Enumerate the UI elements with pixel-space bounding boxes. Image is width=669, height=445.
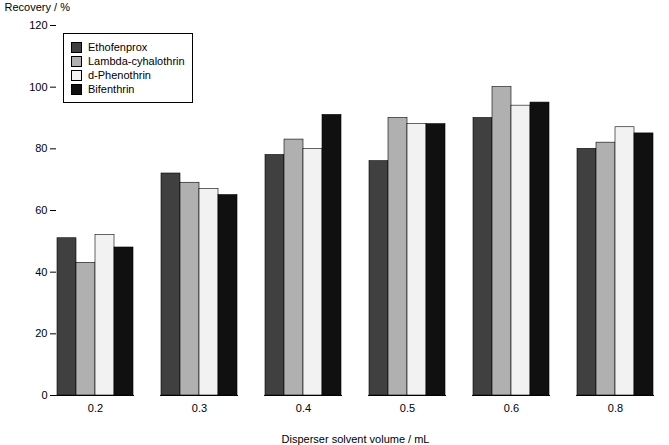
svg-text:0: 0 <box>41 389 47 401</box>
svg-text:0.2: 0.2 <box>88 402 103 414</box>
html-text:Ethofenprox: Ethofenprox <box>88 41 148 53</box>
svg-text:0.3: 0.3 <box>192 402 207 414</box>
svg-text:0.5: 0.5 <box>400 402 415 414</box>
html-text:d-Phenothrin: d-Phenothrin <box>88 69 151 81</box>
svg-text:Recovery / %: Recovery / % <box>5 1 71 13</box>
svg-text:Disperser solvent volume / mL: Disperser solvent volume / mL <box>282 433 430 445</box>
svg-text:0.6: 0.6 <box>504 402 519 414</box>
svg-text:20: 20 <box>35 327 47 339</box>
html-text:Lambda-cyhalothrin: Lambda-cyhalothrin <box>88 55 185 67</box>
svg-text:40: 40 <box>35 266 47 278</box>
svg-text:100: 100 <box>29 81 47 93</box>
svg-text:80: 80 <box>35 142 47 154</box>
svg-text:0.8: 0.8 <box>608 402 623 414</box>
html-text:Bifenthrin: Bifenthrin <box>88 83 135 95</box>
svg-text:60: 60 <box>35 204 47 216</box>
svg-text:120: 120 <box>29 19 47 31</box>
svg-text:0.4: 0.4 <box>296 402 311 414</box>
